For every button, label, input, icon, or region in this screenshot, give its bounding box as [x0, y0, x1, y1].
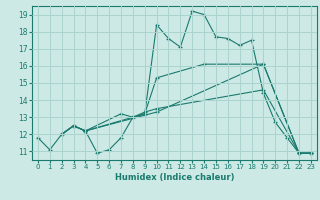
X-axis label: Humidex (Indice chaleur): Humidex (Indice chaleur) — [115, 173, 234, 182]
